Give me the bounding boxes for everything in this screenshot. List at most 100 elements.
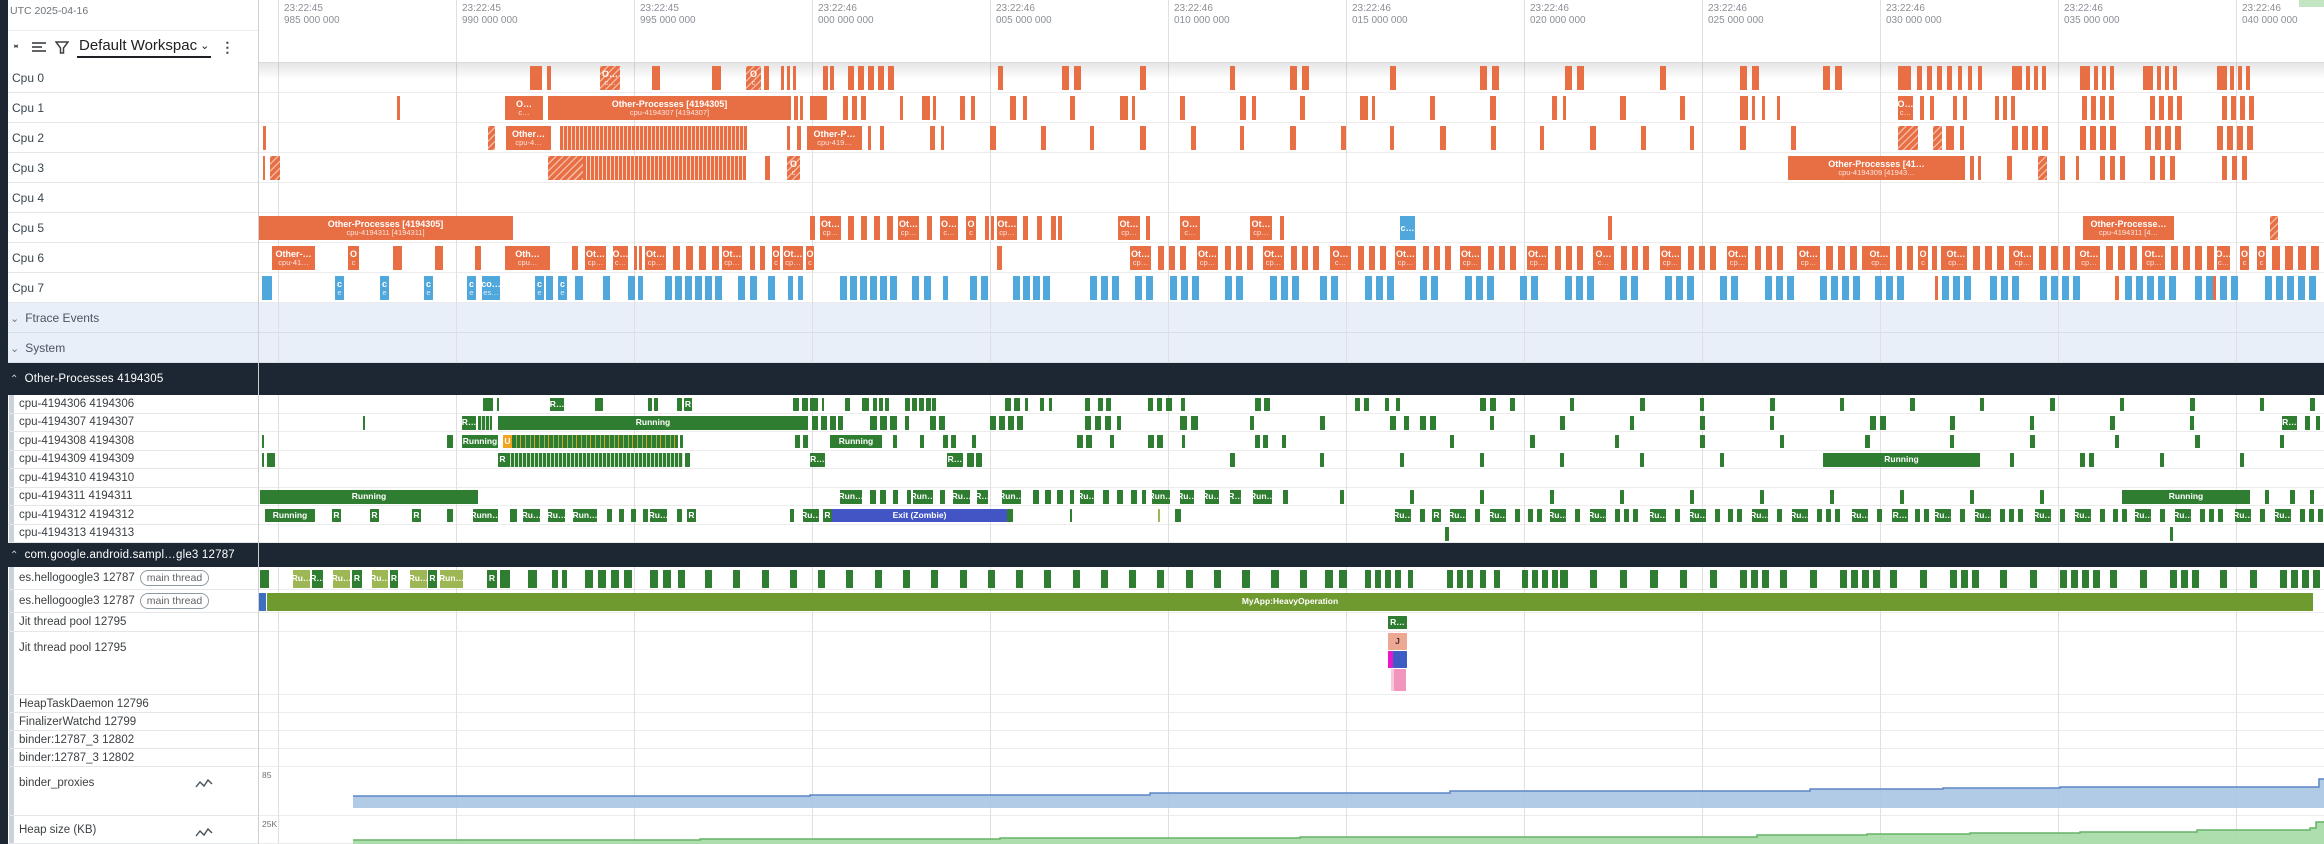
slice[interactable] [1777,246,1783,270]
slice[interactable] [1480,397,1486,411]
slice[interactable] [971,96,975,120]
slice[interactable] [2316,416,2320,430]
slice[interactable] [2090,126,2096,150]
track-lane-jit-thread-pool-12795[interactable] [258,613,2324,632]
summary-track-ftrace-events[interactable]: ⌄ Ftrace Events [0,303,2324,333]
slice[interactable] [1552,569,1558,588]
slice-r[interactable]: R… [810,453,825,467]
slice[interactable] [924,276,931,300]
slice[interactable] [2089,453,2094,467]
slice[interactable] [2145,126,2151,150]
slice[interactable] [1146,216,1150,240]
track-lane-jit-thread-pool-12795[interactable] [258,632,2324,695]
slice[interactable] [1110,434,1114,448]
slice[interactable] [1480,569,1486,588]
slice[interactable] [1191,126,1196,150]
slice[interactable] [1491,126,1496,150]
slice[interactable] [2240,96,2245,120]
slice[interactable] [2240,453,2244,467]
slice[interactable] [2305,416,2310,430]
slice[interactable] [1364,397,1369,411]
slice[interactable] [1920,96,1924,120]
slice[interactable] [2018,508,2023,522]
slice[interactable] [2118,246,2125,270]
slice[interactable] [2231,276,2238,300]
slice[interactable] [2298,246,2306,270]
slice[interactable] [1320,276,1327,300]
slice[interactable] [2238,66,2242,90]
slice[interactable] [1225,276,1232,300]
slice[interactable] [1365,276,1372,300]
slice[interactable] [1688,246,1694,270]
slice-ru[interactable]: Ru… [1975,508,1991,522]
slice[interactable] [1720,453,1724,467]
slice[interactable] [1755,246,1761,270]
slice-ru[interactable]: Ru… [2235,508,2251,522]
slice[interactable] [1325,569,1333,588]
slice[interactable] [2076,156,2079,180]
slice-c[interactable]: c… [1400,216,1415,240]
slice[interactable] [1680,96,1685,120]
slice-ot[interactable]: Ot… cp… [1945,246,1967,270]
slice[interactable] [1008,416,1014,430]
slice[interactable] [1915,508,1920,522]
slice[interactable] [2051,276,2058,300]
slice[interactable] [2300,508,2305,522]
slice[interactable] [1058,216,1062,240]
slice[interactable] [447,508,453,522]
slice[interactable] [1997,246,2004,270]
slice[interactable] [2115,434,2119,448]
slice[interactable] [2062,276,2069,300]
slice[interactable] [943,276,948,300]
slice[interactable] [1070,96,1075,120]
slice-o[interactable]: O…c… [1898,96,1913,120]
slice[interactable] [788,276,793,300]
slice[interactable] [1946,126,1954,150]
slice-ot[interactable]: Ot… cp… [1118,216,1140,240]
slice[interactable] [1632,246,1638,270]
slice[interactable] [887,216,893,240]
slice[interactable] [1117,416,1121,430]
slice[interactable] [2220,569,2227,588]
slice[interactable] [1376,276,1383,300]
slice[interactable] [528,569,537,588]
slice[interactable] [2150,96,2155,120]
slice[interactable] [2060,569,2067,588]
slice[interactable] [823,66,828,90]
slice[interactable] [1090,126,1094,150]
slice[interactable] [1105,416,1111,430]
slice[interactable] [2100,508,2105,522]
slice[interactable] [787,66,790,90]
slice[interactable] [2100,126,2106,150]
slice[interactable] [1898,66,1911,90]
slice[interactable] [858,66,864,90]
slice-ru[interactable]: Ru… [410,569,427,588]
track-shell-cpu-7[interactable]: Cpu 7 [0,273,258,303]
slice[interactable] [905,416,909,430]
slice[interactable] [2143,66,2153,90]
slice[interactable] [1777,508,1782,522]
slice[interactable] [2115,276,2119,300]
slice[interactable] [2207,246,2214,270]
slice-r[interactable]: R… [1892,508,1908,522]
slice[interactable] [2100,96,2105,120]
slice[interactable] [1480,490,1484,504]
slice[interactable] [1182,434,1185,448]
slice-ru[interactable]: Ru… [650,508,667,522]
slice[interactable] [893,434,897,448]
slice[interactable] [2050,397,2055,411]
slice[interactable] [1690,490,1694,504]
track-shell-heaptaskdaemon-12796[interactable]: HeapTaskDaemon 12796 [0,695,258,713]
slice-r[interactable]: R [390,569,398,588]
slice[interactable] [2082,96,2087,120]
slice[interactable] [1132,96,1135,120]
track-shell-cpu-4194310-4194310[interactable]: cpu-4194310 4194310 [0,469,258,488]
slice[interactable] [1255,434,1260,448]
slice[interactable] [1070,490,1074,504]
slice[interactable] [705,276,712,300]
slice[interactable] [1950,434,1954,448]
slice[interactable] [890,276,897,300]
slice-r[interactable]: R [412,508,421,522]
